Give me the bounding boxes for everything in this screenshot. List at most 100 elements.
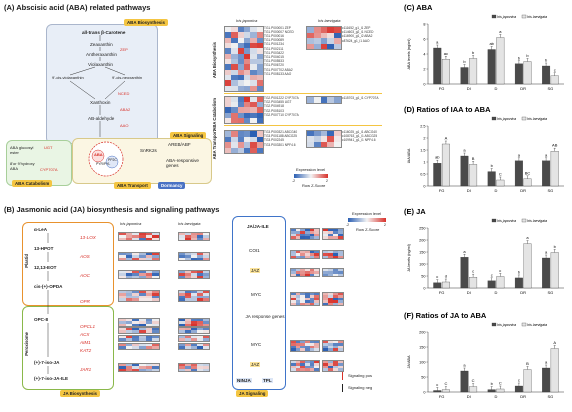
heat-cell <box>250 64 257 70</box>
heat-cell <box>231 59 238 65</box>
heatmap-a-trans-laevigata <box>306 130 342 148</box>
heat-cell <box>191 255 197 258</box>
bar <box>496 388 505 393</box>
significance-letter: b <box>518 55 521 60</box>
heat-cell <box>338 251 343 254</box>
heat-cell <box>119 344 126 347</box>
heat-cell <box>244 32 251 38</box>
heat-cell <box>250 85 257 91</box>
heat-cell <box>304 341 310 344</box>
significance-letter: a <box>545 152 548 157</box>
heat-cell <box>145 255 153 258</box>
heat-cell <box>256 97 263 103</box>
significance-letter: a <box>518 152 521 157</box>
heat-cell <box>231 48 238 54</box>
bar <box>487 49 496 85</box>
ja-enzyme: JAR1 <box>80 367 92 372</box>
bar <box>523 369 532 393</box>
bar <box>441 389 450 393</box>
heat-cell <box>185 344 191 347</box>
heat-cell <box>328 295 333 298</box>
heat-cell <box>334 97 341 103</box>
heat-cell <box>197 366 203 369</box>
heat-cell <box>256 75 263 81</box>
heat-cell <box>333 295 338 298</box>
bar <box>542 367 551 393</box>
heat-cell <box>314 368 319 371</box>
heat-cell <box>138 323 146 327</box>
heat-cell <box>132 275 139 279</box>
heatmap-b-block <box>118 343 160 350</box>
significance-letter: b <box>554 244 557 249</box>
heat-cell <box>333 341 338 344</box>
heat-cell <box>231 147 238 153</box>
heat-cell <box>152 257 159 261</box>
heat-cell <box>197 257 203 261</box>
heatmap-b2-block <box>322 228 344 240</box>
heat-cell <box>328 300 333 303</box>
heat-cell <box>125 255 133 258</box>
heat-cell <box>304 231 310 234</box>
heat-cell <box>138 253 146 256</box>
heat-cell <box>152 233 159 236</box>
heat-cell <box>152 346 159 349</box>
x-tick-label: FG <box>439 188 445 193</box>
heatmap-a-cat-laevigata <box>306 96 342 104</box>
heat-cell <box>244 48 251 54</box>
y-axis-label: JA/ABA <box>407 355 411 369</box>
significance-letter: a <box>463 148 466 153</box>
heat-cell <box>338 341 343 344</box>
heat-cell <box>338 368 343 371</box>
aba-biosynthesis-tag: ABA Biosynthesis <box>124 19 168 26</box>
heat-cell <box>138 366 146 369</box>
heat-cell <box>334 27 341 33</box>
heat-cell <box>328 345 333 349</box>
legend-label: Iris japonica <box>497 219 516 223</box>
gene-label: TG2.P007710 CYP707A <box>264 112 299 117</box>
legend-swatch-laevigata <box>521 116 527 121</box>
heatmap-b2-block <box>322 250 344 260</box>
heat-cell <box>191 346 197 349</box>
heat-cell <box>237 102 244 108</box>
heat-cell <box>152 298 159 301</box>
heat-cell <box>244 131 251 137</box>
heat-cell <box>320 27 328 33</box>
heat-cell <box>250 102 257 108</box>
heat-cell <box>197 237 203 241</box>
heatmap-b2-block <box>322 360 344 372</box>
heat-cell <box>237 80 244 86</box>
heat-cell <box>314 233 319 237</box>
heat-cell <box>327 32 335 38</box>
heat-cell <box>323 273 328 277</box>
legend-b-gradient <box>348 218 386 222</box>
heat-cell <box>291 273 296 277</box>
heat-cell <box>250 80 257 86</box>
significance-letter: b <box>545 58 548 63</box>
heat-cell <box>152 338 159 341</box>
bar <box>469 277 478 289</box>
heat-cell <box>179 291 185 294</box>
heat-cell <box>145 295 153 299</box>
heat-cell <box>323 365 328 369</box>
aba2-enzyme-label: ABA2 <box>120 107 131 112</box>
heat-cell <box>333 269 338 272</box>
heat-cell <box>328 236 333 239</box>
heat-cell <box>231 97 238 103</box>
heat-cell <box>295 229 301 232</box>
heat-cell <box>304 300 310 303</box>
gene-label: TG1.P000001 ZEP <box>264 25 291 30</box>
heat-cell <box>179 338 185 341</box>
significance-letter: a <box>463 363 466 368</box>
y-tick-label: 0 <box>423 184 425 188</box>
heat-cell <box>203 233 209 236</box>
antheraxanthin-label: Antheraxanthin <box>86 52 117 57</box>
heat-cell <box>295 251 301 254</box>
heat-cell <box>125 321 133 324</box>
heat-cell <box>132 255 139 258</box>
heat-cell <box>231 112 238 118</box>
legend-swatch-laevigata <box>521 14 527 19</box>
signal-pos-icon <box>342 372 343 380</box>
heat-cell <box>291 293 296 296</box>
ja-signal-step: JA response genes <box>245 314 285 319</box>
